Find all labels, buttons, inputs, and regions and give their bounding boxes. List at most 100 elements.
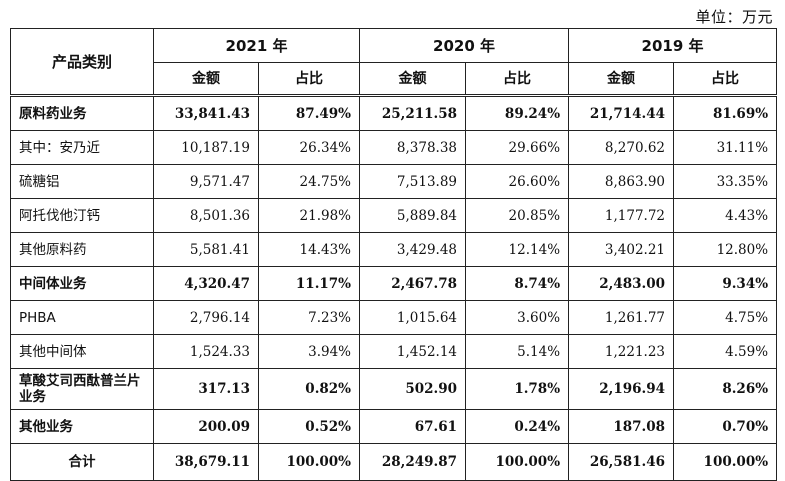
amount-cell: 25,211.58 bbox=[359, 94, 467, 131]
amount-cell: 8,863.90 bbox=[568, 164, 675, 199]
table-row: 其他业务 200.09 0.52% 67.61 0.24% 187.08 0.7… bbox=[10, 409, 778, 444]
ratio-cell: 33.35% bbox=[673, 164, 778, 199]
ratio-cell: 100.00% bbox=[465, 443, 570, 481]
ratio-cell: 87.49% bbox=[257, 94, 361, 131]
ratio-cell: 29.66% bbox=[465, 130, 570, 165]
row-label: 草酸艾司西酞普兰片业务 bbox=[10, 368, 154, 410]
table-row: 硫糖铝 9,571.47 24.75% 7,513.89 26.60% 8,86… bbox=[10, 164, 778, 199]
amount-cell: 2,196.94 bbox=[568, 368, 675, 410]
amount-cell: 1,015.64 bbox=[359, 300, 467, 335]
ratio-cell: 4.59% bbox=[673, 334, 778, 369]
ratio-cell: 8.74% bbox=[465, 266, 570, 301]
amount-cell: 3,402.21 bbox=[568, 232, 675, 267]
amount-cell: 1,524.33 bbox=[153, 334, 259, 369]
unit-label: 单位：万元 bbox=[695, 8, 773, 26]
table-row: 其他原料药 5,581.41 14.43% 3,429.48 12.14% 3,… bbox=[10, 232, 778, 267]
amount-cell: 33,841.43 bbox=[153, 94, 259, 131]
row-label: 阿托伐他汀钙 bbox=[10, 198, 154, 233]
ratio-cell: 7.23% bbox=[257, 300, 361, 335]
ratio-cell: 3.60% bbox=[465, 300, 570, 335]
row-label: 其中：安乃近 bbox=[10, 130, 154, 165]
ratio-cell: 4.43% bbox=[673, 198, 778, 233]
year-header-2021: 2021 年 bbox=[152, 28, 361, 63]
ratio-cell: 0.52% bbox=[257, 409, 361, 444]
row-label: 其他原料药 bbox=[10, 232, 154, 267]
ratio-cell: 11.17% bbox=[257, 266, 361, 301]
total-label: 合计 bbox=[10, 443, 154, 481]
row-label: 其他业务 bbox=[10, 409, 154, 444]
amount-cell: 8,378.38 bbox=[359, 130, 467, 165]
row-label: 硫糖铝 bbox=[10, 164, 154, 199]
table-row: PHBA 2,796.14 7.23% 1,015.64 3.60% 1,261… bbox=[10, 300, 778, 335]
row-label: 其他中间体 bbox=[10, 334, 154, 369]
amount-cell: 5,581.41 bbox=[153, 232, 259, 267]
amount-cell: 8,270.62 bbox=[568, 130, 675, 165]
amount-cell: 2,483.00 bbox=[568, 266, 675, 301]
amount-cell: 502.90 bbox=[359, 368, 467, 410]
amount-cell: 26,581.46 bbox=[568, 443, 675, 481]
ratio-cell: 14.43% bbox=[257, 232, 361, 267]
ratio-cell: 100.00% bbox=[673, 443, 778, 481]
year-header-2020: 2020 年 bbox=[359, 28, 570, 63]
total-row: 合计 38,679.11 100.00% 28,249.87 100.00% 2… bbox=[10, 443, 778, 481]
ratio-cell: 31.11% bbox=[673, 130, 778, 165]
table-row: 其他中间体 1,524.33 3.94% 1,452.14 5.14% 1,22… bbox=[10, 334, 778, 369]
table-row: 阿托伐他汀钙 8,501.36 21.98% 5,889.84 20.85% 1… bbox=[10, 198, 778, 233]
ratio-cell: 0.24% bbox=[465, 409, 570, 444]
amount-cell: 200.09 bbox=[153, 409, 259, 444]
ratio-cell: 5.14% bbox=[465, 334, 570, 369]
table-row: 其中：安乃近 10,187.19 26.34% 8,378.38 29.66% … bbox=[10, 130, 778, 165]
ratio-cell: 1.78% bbox=[465, 368, 570, 410]
amount-cell: 1,177.72 bbox=[568, 198, 675, 233]
amount-cell: 1,221.23 bbox=[568, 334, 675, 369]
amount-cell: 67.61 bbox=[359, 409, 467, 444]
ratio-cell: 9.34% bbox=[673, 266, 778, 301]
amount-cell: 8,501.36 bbox=[153, 198, 259, 233]
amount-header: 金额 bbox=[153, 62, 259, 96]
revenue-table: 产品类别 2021 年 2020 年 2019 年 金额 占比 金额 占比 金额… bbox=[10, 28, 778, 481]
row-label: 中间体业务 bbox=[10, 266, 154, 301]
amount-cell: 5,889.84 bbox=[359, 198, 467, 233]
ratio-cell: 0.70% bbox=[673, 409, 778, 444]
ratio-cell: 3.94% bbox=[257, 334, 361, 369]
amount-cell: 21,714.44 bbox=[568, 94, 675, 131]
table-row: 草酸艾司西酞普兰片业务 317.13 0.82% 502.90 1.78% 2,… bbox=[10, 368, 778, 410]
amount-cell: 38,679.11 bbox=[153, 443, 259, 481]
table-row: 中间体业务 4,320.47 11.17% 2,467.78 8.74% 2,4… bbox=[10, 266, 778, 301]
amount-header: 金额 bbox=[359, 62, 467, 96]
ratio-cell: 4.75% bbox=[673, 300, 778, 335]
amount-cell: 3,429.48 bbox=[359, 232, 467, 267]
ratio-cell: 81.69% bbox=[673, 94, 778, 131]
ratio-cell: 0.82% bbox=[257, 368, 361, 410]
year-header-2019: 2019 年 bbox=[568, 28, 778, 63]
category-header: 产品类别 bbox=[10, 28, 154, 96]
ratio-header: 占比 bbox=[257, 62, 361, 96]
amount-cell: 28,249.87 bbox=[359, 443, 467, 481]
ratio-cell: 26.60% bbox=[465, 164, 570, 199]
amount-cell: 1,261.77 bbox=[568, 300, 675, 335]
amount-cell: 187.08 bbox=[568, 409, 675, 444]
ratio-cell: 8.26% bbox=[673, 368, 778, 410]
amount-cell: 10,187.19 bbox=[153, 130, 259, 165]
amount-cell: 4,320.47 bbox=[153, 266, 259, 301]
amount-cell: 317.13 bbox=[153, 368, 259, 410]
table-row: 原料药业务 33,841.43 87.49% 25,211.58 89.24% … bbox=[10, 94, 778, 131]
row-label: PHBA bbox=[10, 300, 154, 335]
amount-cell: 2,796.14 bbox=[153, 300, 259, 335]
row-label: 原料药业务 bbox=[10, 94, 154, 131]
amount-cell: 7,513.89 bbox=[359, 164, 467, 199]
ratio-header: 占比 bbox=[673, 62, 778, 96]
amount-cell: 9,571.47 bbox=[153, 164, 259, 199]
ratio-cell: 100.00% bbox=[257, 443, 361, 481]
ratio-cell: 21.98% bbox=[257, 198, 361, 233]
ratio-cell: 20.85% bbox=[465, 198, 570, 233]
amount-cell: 2,467.78 bbox=[359, 266, 467, 301]
ratio-cell: 12.80% bbox=[673, 232, 778, 267]
amount-header: 金额 bbox=[568, 62, 675, 96]
ratio-cell: 24.75% bbox=[257, 164, 361, 199]
ratio-cell: 12.14% bbox=[465, 232, 570, 267]
ratio-cell: 89.24% bbox=[465, 94, 570, 131]
ratio-header: 占比 bbox=[465, 62, 570, 96]
amount-cell: 1,452.14 bbox=[359, 334, 467, 369]
ratio-cell: 26.34% bbox=[257, 130, 361, 165]
